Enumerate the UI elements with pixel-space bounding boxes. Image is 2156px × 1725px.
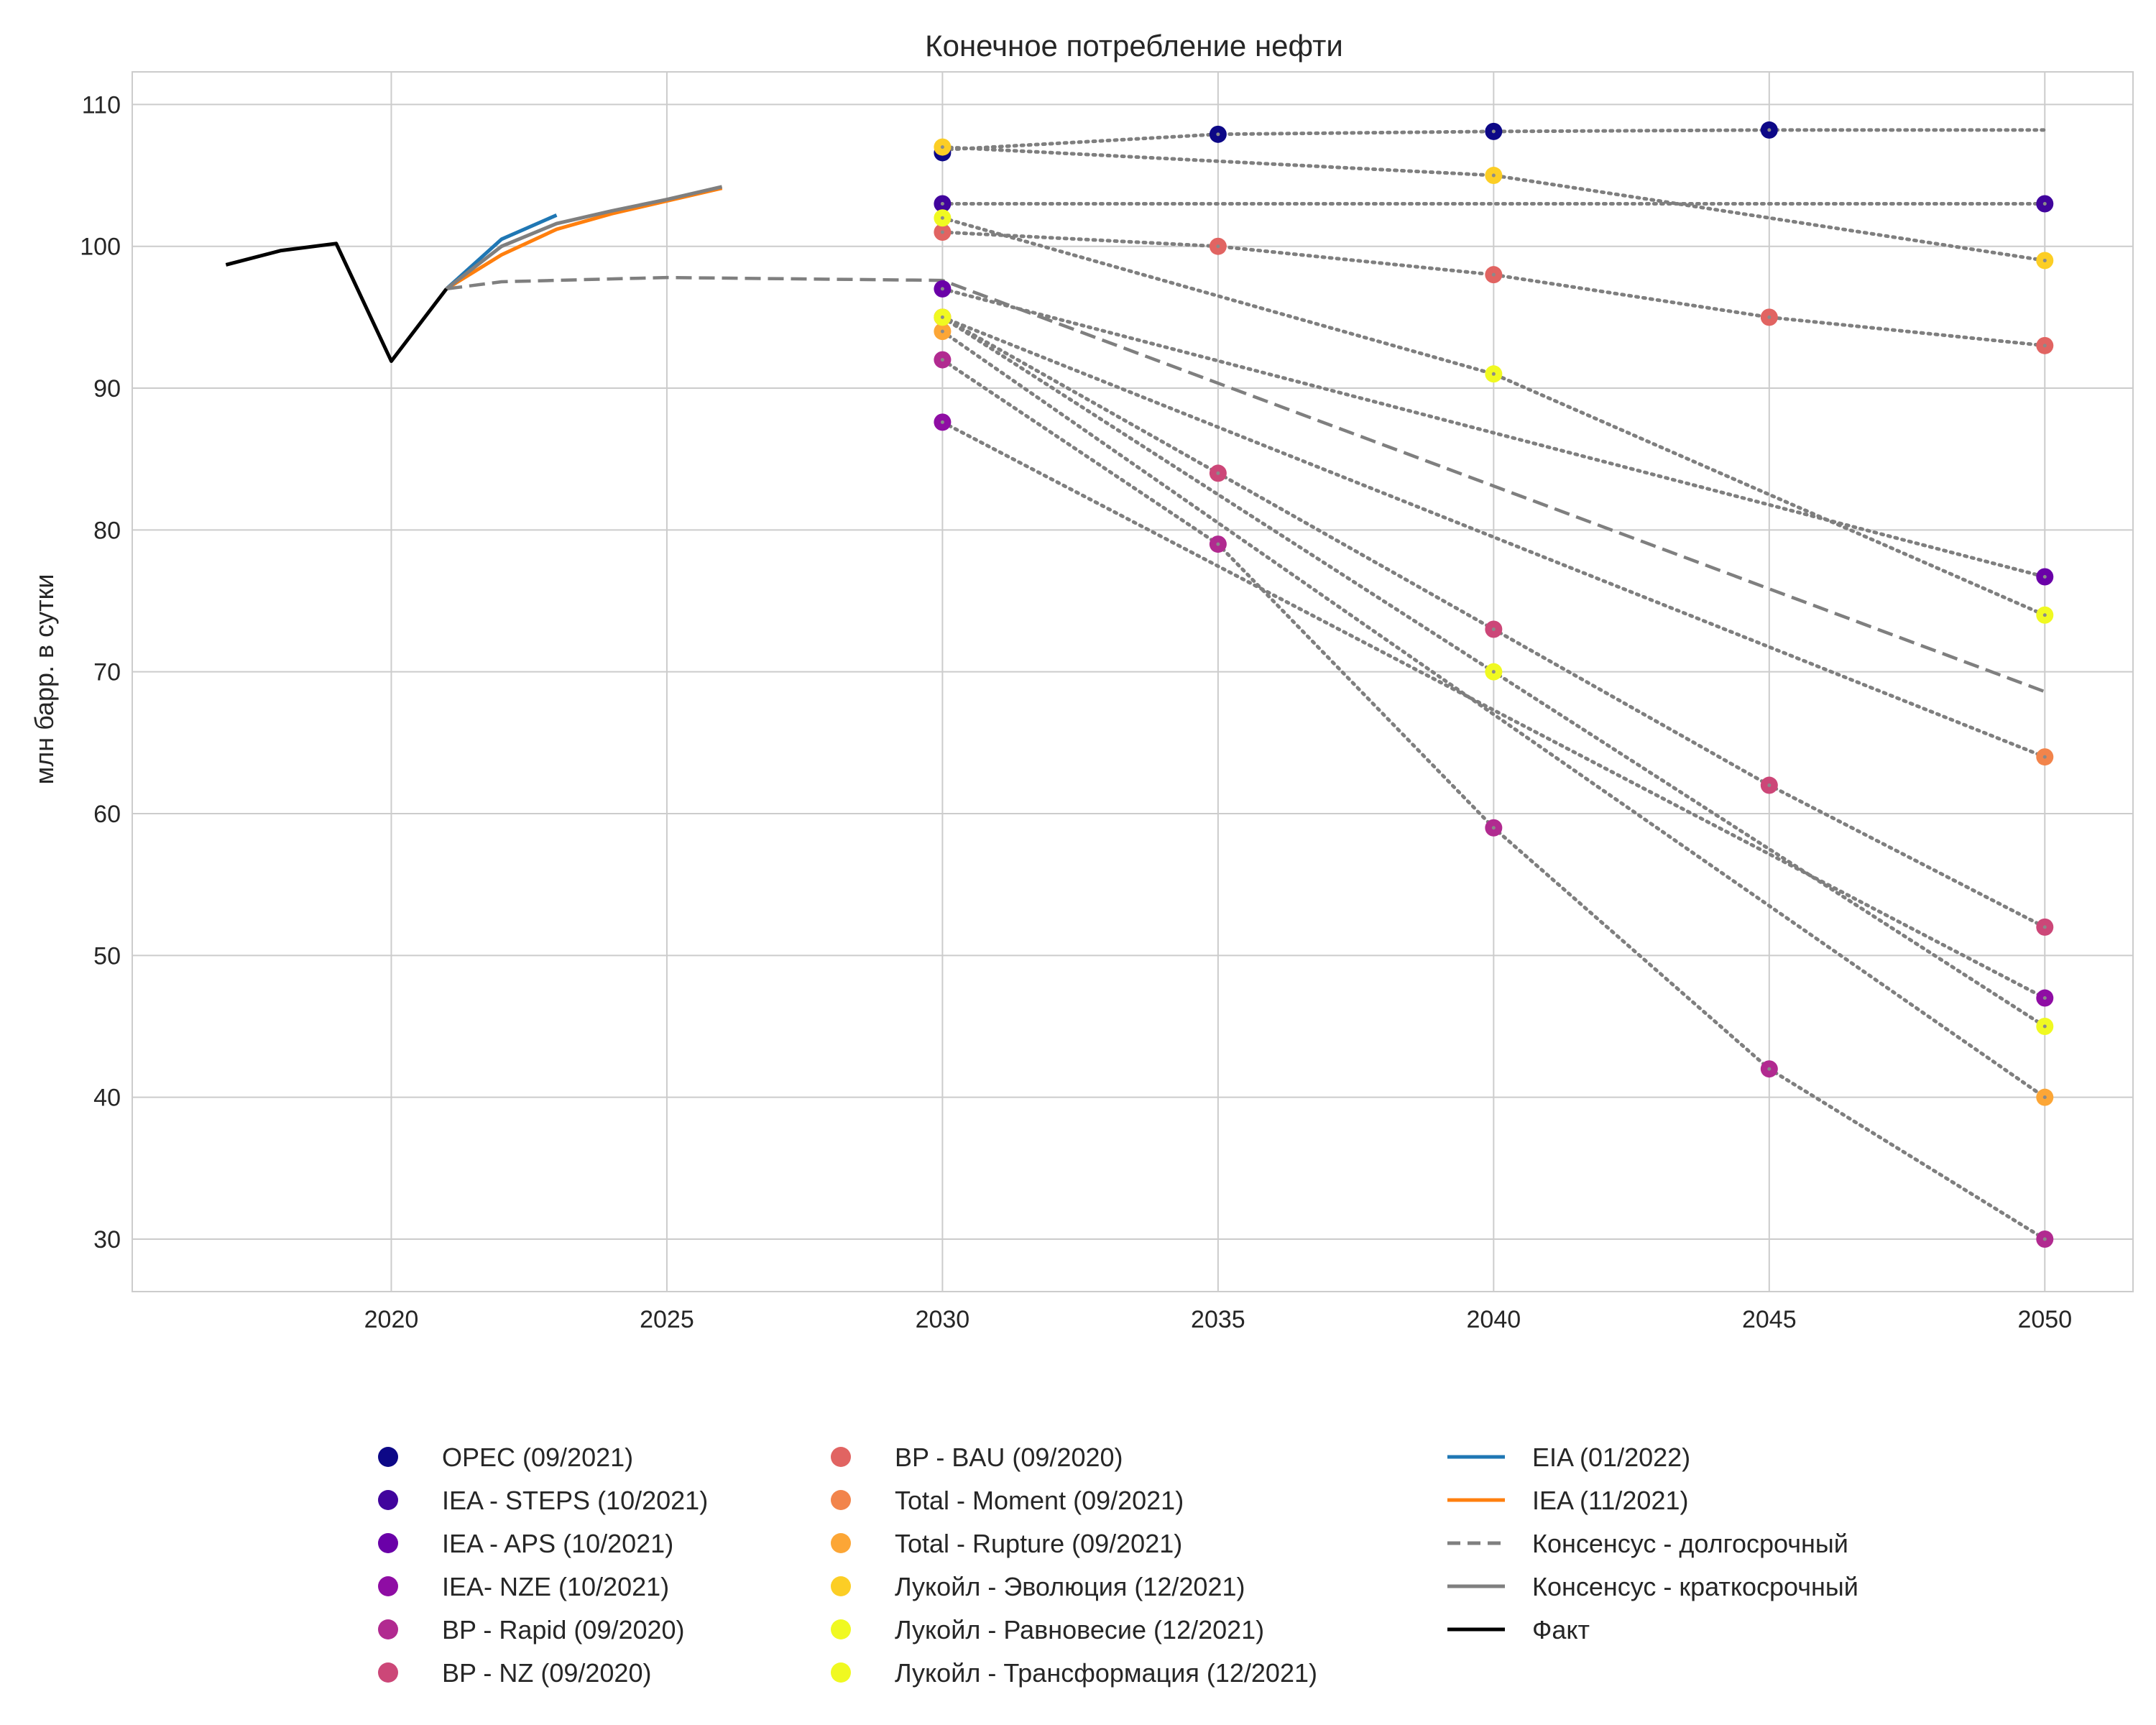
- scenario-connector: [940, 216, 2047, 617]
- legend-label: EIA (01/2022): [1532, 1443, 1690, 1472]
- legend-marker: [831, 1447, 851, 1467]
- y-tick-label: 40: [93, 1085, 121, 1112]
- scenario-connector: [940, 315, 2047, 759]
- legend-marker: [831, 1662, 851, 1683]
- scenario-point-center: [1216, 132, 1220, 137]
- legend-label: IEA (11/2021): [1532, 1486, 1688, 1515]
- scenario-point-center: [2042, 925, 2047, 929]
- legend-marker: [378, 1533, 398, 1553]
- y-tick-label: 70: [93, 659, 121, 686]
- y-tick-label: 100: [80, 234, 121, 261]
- scenario-point-center: [2042, 1095, 2047, 1100]
- y-axis-label: млн барр. в сутки: [29, 574, 59, 785]
- legend-label: BP - Rapid (09/2020): [442, 1615, 685, 1644]
- legend-label: Лукойл - Равновесие (12/2021): [895, 1615, 1264, 1644]
- scenario-connector: [940, 287, 2047, 579]
- legend-label: OPEC (09/2021): [442, 1443, 633, 1472]
- legend-marker: [378, 1447, 398, 1467]
- scenario-point-center: [2042, 1024, 2047, 1029]
- scenario-point-center: [940, 216, 944, 220]
- legend-label: Total - Rupture (09/2021): [895, 1529, 1182, 1558]
- x-tick-label: 2030: [916, 1306, 970, 1333]
- legend-marker: [378, 1662, 398, 1683]
- scenario-point-center: [2042, 996, 2047, 1000]
- scenario-point-center: [2042, 755, 2047, 759]
- legend-marker: [831, 1490, 851, 1510]
- legend-label: Факт: [1532, 1615, 1590, 1644]
- y-tick-label: 80: [93, 517, 121, 544]
- legend-label: BP - BAU (09/2020): [895, 1443, 1123, 1472]
- scenario-point-center: [940, 145, 944, 150]
- scenario-point-center: [940, 230, 944, 234]
- legend-label: BP - NZ (09/2020): [442, 1658, 651, 1688]
- series-line: [446, 275, 2046, 694]
- plot-frame: [132, 71, 2134, 1292]
- x-tick-label: 2050: [2017, 1306, 2072, 1333]
- legend-label: IEA - STEPS (10/2021): [442, 1486, 708, 1515]
- scenario-point-center: [1767, 128, 1772, 132]
- y-tick-label: 60: [93, 801, 121, 828]
- legend-marker: [831, 1576, 851, 1596]
- x-tick-label: 2025: [640, 1306, 694, 1333]
- scenario-point-center: [940, 329, 944, 334]
- y-tick-label: 50: [93, 942, 121, 970]
- scenario-point-center: [2042, 202, 2047, 206]
- scenario-point-center: [940, 202, 944, 206]
- x-tick-label: 2035: [1191, 1306, 1245, 1333]
- scenario-point-center: [1767, 315, 1772, 319]
- scenario-point-center: [2042, 344, 2047, 348]
- scenario-point-center: [1216, 471, 1220, 475]
- legend-label: Total - Moment (09/2021): [895, 1486, 1184, 1515]
- legend-marker: [831, 1619, 851, 1639]
- legend-marker: [378, 1490, 398, 1510]
- scenario-point-center: [940, 358, 944, 362]
- scenario-point-center: [2042, 613, 2047, 617]
- legend-marker: [378, 1619, 398, 1639]
- scenario-point-center: [940, 315, 944, 319]
- series-line: [445, 213, 558, 290]
- scenario-point-center: [1491, 826, 1496, 830]
- scenario-point-center: [2042, 258, 2047, 262]
- x-tick-label: 2045: [1742, 1306, 1797, 1333]
- scenario-connector: [940, 420, 2047, 1000]
- legend-label: Консенсус - долгосрочный: [1532, 1529, 1848, 1558]
- scenario-point-center: [1491, 129, 1496, 134]
- scenario-point-center: [2042, 574, 2047, 579]
- scenario-point-center: [2042, 1237, 2047, 1241]
- scenario-point-center: [1216, 542, 1220, 546]
- scenario-point-center: [1491, 670, 1496, 674]
- series-line: [445, 185, 723, 290]
- y-tick-label: 90: [93, 375, 121, 402]
- scenario-point-center: [1491, 372, 1496, 376]
- scenario-point-center: [1216, 244, 1220, 249]
- legend: OPEC (09/2021) IEA - STEPS (10/2021) IEA -…: [378, 1443, 1858, 1688]
- legend-marker: [831, 1533, 851, 1553]
- legend-label: Лукойл - Эволюция (12/2021): [895, 1572, 1245, 1601]
- legend-label: Консенсус - краткосрочный: [1532, 1572, 1858, 1601]
- scenario-point-center: [1767, 783, 1772, 788]
- scenario-connector: [940, 329, 2047, 1100]
- legend-label: IEA- NZE (10/2021): [442, 1572, 669, 1601]
- scenario-point-center: [1491, 272, 1496, 277]
- legend-label: Лукойл - Трансформация (12/2021): [895, 1658, 1317, 1688]
- scenario-point-center: [1491, 627, 1496, 631]
- series-line: [225, 242, 448, 363]
- plot-area: 2020 2025 2030 2035 2040 2045 2050 30 40 50 60 70 80…: [80, 71, 2134, 1333]
- scenario-point-center: [1491, 173, 1496, 178]
- scenario-point-center: [1767, 1067, 1772, 1071]
- x-tick-label: 2020: [364, 1306, 419, 1333]
- legend-marker: [378, 1576, 398, 1596]
- scenario-point-center: [940, 287, 944, 291]
- y-tick-label: 30: [93, 1226, 121, 1254]
- chart-title: Конечное потребление нефти: [925, 29, 1343, 63]
- legend-label: IEA - APS (10/2021): [442, 1529, 673, 1558]
- scenario-point-center: [940, 420, 944, 424]
- y-tick-label: 110: [82, 91, 121, 119]
- x-tick-label: 2040: [1467, 1306, 1521, 1333]
